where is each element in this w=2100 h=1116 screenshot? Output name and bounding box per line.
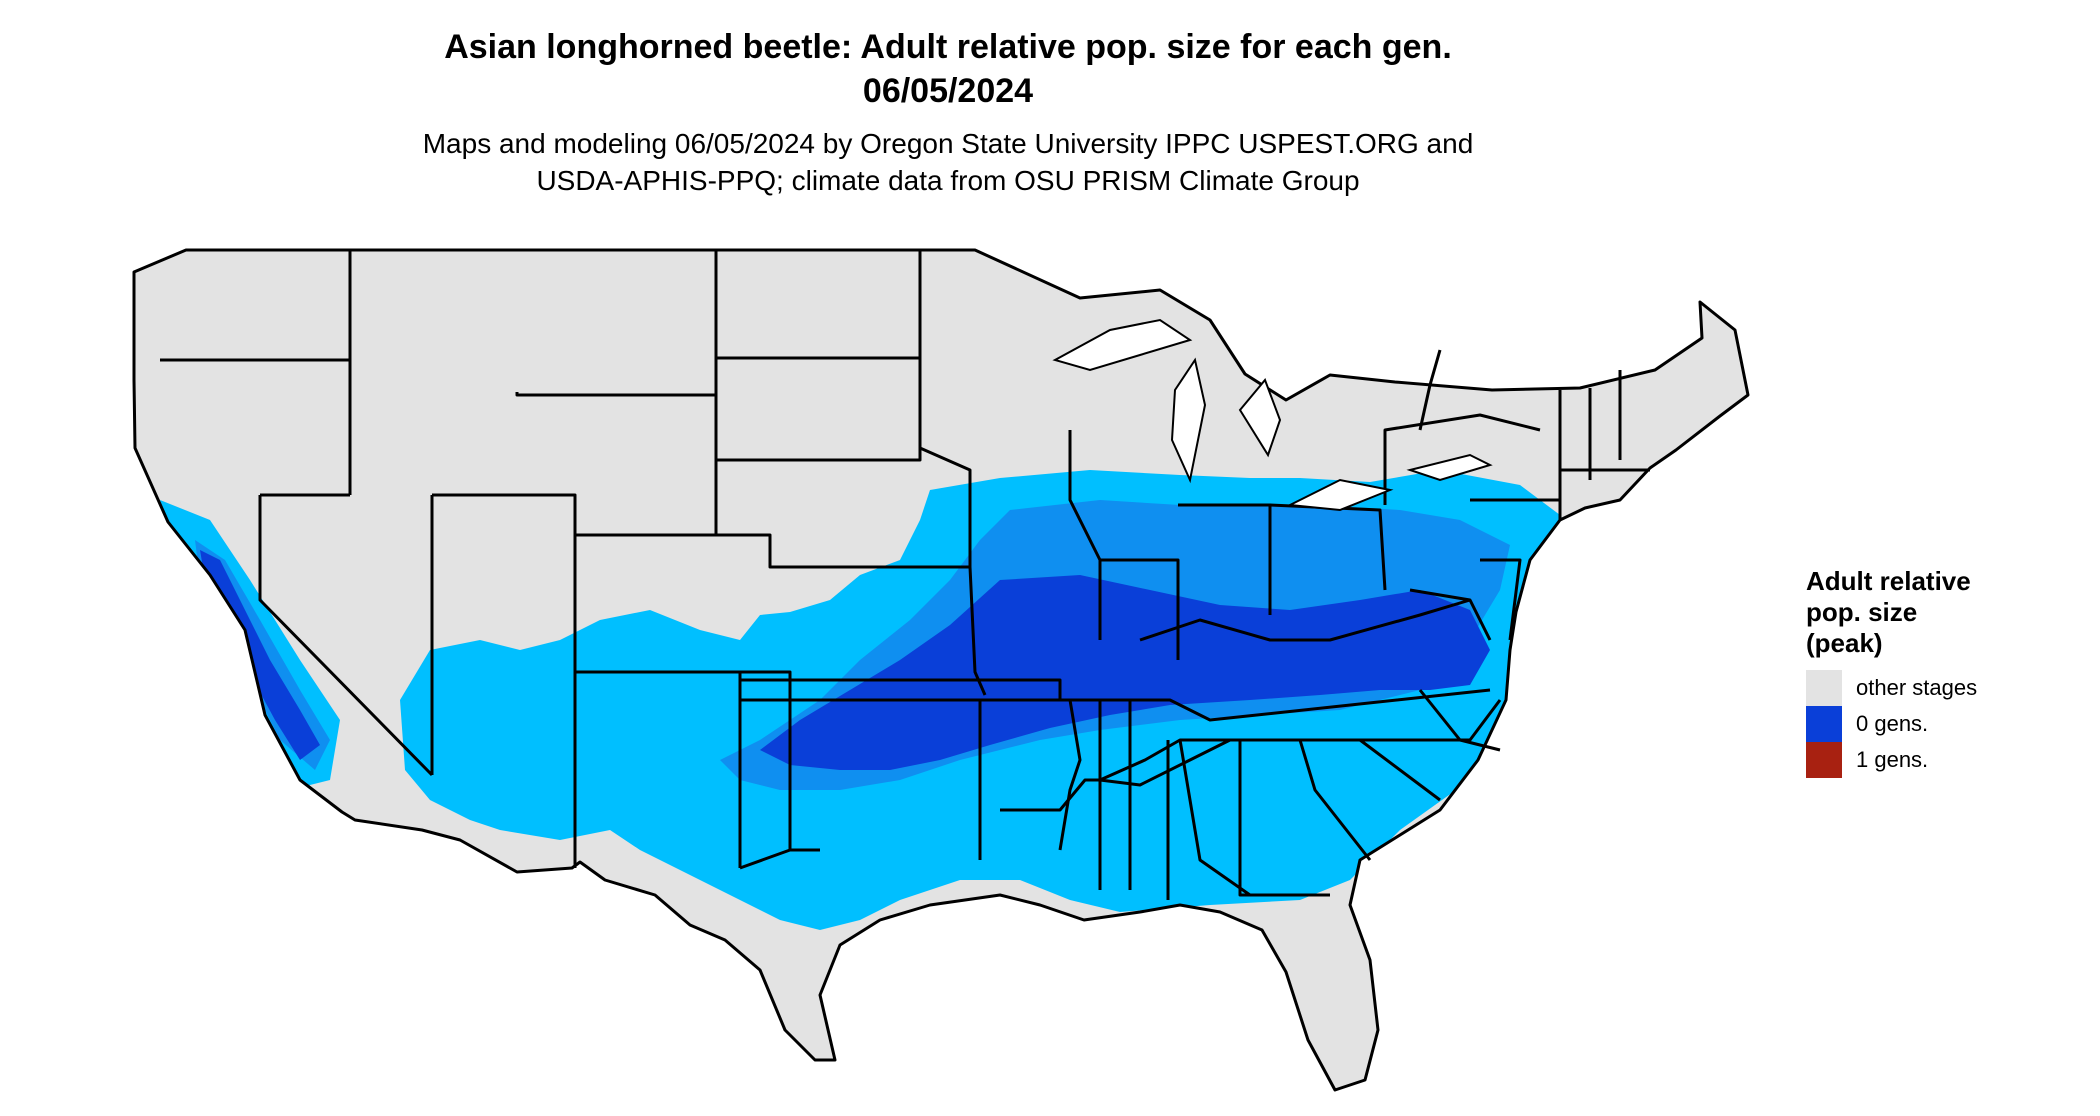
legend-item-0-gens: 0 gens. [1806, 706, 2066, 742]
legend-item-other-stages: other stages [1806, 670, 2066, 706]
zone-dark-blue-west [200, 550, 320, 760]
map-title-date: 06/05/2024 [862, 72, 1034, 110]
legend-swatch-0-gens [1806, 706, 1842, 742]
legend-items: other stages 0 gens. 1 gens. [1806, 670, 2066, 778]
legend-title-line2: pop. size [1806, 597, 1918, 627]
map-subtitle-line1: Maps and modeling 06/05/2024 by Oregon S… [422, 128, 1474, 159]
legend: Adult relative pop. size (peak) other st… [1806, 566, 2066, 778]
map-subtitle-line2: USDA-APHIS-PPQ; climate data from OSU PR… [536, 165, 1360, 196]
zone-dark-blue [760, 575, 1490, 770]
great-lakes [1052, 318, 1493, 512]
map-title-line1: Asian longhorned beetle: Adult relative … [444, 28, 1452, 66]
legend-label: other stages [1856, 675, 1978, 700]
legend-item-1-gens: 1 gens. [1806, 742, 2066, 778]
legend-title-line1: Adult relative [1806, 566, 1971, 596]
legend-title-line3: (peak) [1806, 628, 1883, 658]
legend-swatch-1-gens [1806, 742, 1842, 778]
legend-swatch-other-stages [1806, 670, 1842, 706]
state-boundaries [132, 248, 1750, 1092]
legend-title: Adult relative pop. size (peak) [1806, 566, 2066, 659]
legend-label: 1 gens. [1856, 747, 1929, 772]
legend-label: 0 gens. [1856, 711, 1929, 736]
